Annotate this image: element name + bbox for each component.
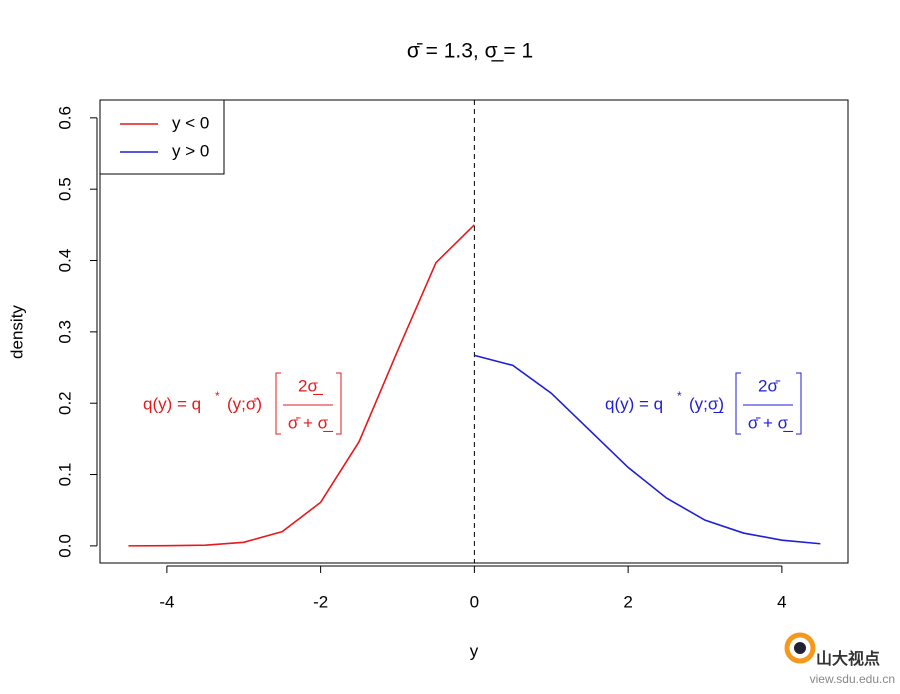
bracket xyxy=(275,372,342,435)
annotation-lhs: q(y) = q xyxy=(605,394,663,413)
bracket xyxy=(735,372,802,435)
watermark-name: 山大视点 xyxy=(816,649,880,668)
annotation-denominator: σ̄ + σ̲ xyxy=(288,413,333,432)
y-axis-label: density xyxy=(7,305,26,359)
annotation-numerator: 2σ̄ xyxy=(758,376,781,395)
x-tick-label: 4 xyxy=(777,592,786,611)
annotation-star: * xyxy=(215,389,220,403)
watermark: 山大视点 view.sdu.edu.cn xyxy=(784,632,895,686)
y-tick-label: 0.6 xyxy=(55,106,74,130)
logo xyxy=(794,642,806,654)
annotation-lhs: q(y) = q xyxy=(143,394,201,413)
x-tick-label: -2 xyxy=(313,592,328,611)
x-tick-label: -4 xyxy=(159,592,174,611)
chart-title: σ̄ = 1.3, σ̲ = 1 xyxy=(407,40,533,63)
y-tick-label: 0.0 xyxy=(55,534,74,558)
x-axis-label: y xyxy=(470,641,479,660)
legend-box xyxy=(99,99,225,175)
logo xyxy=(784,632,816,664)
annotation-star: * xyxy=(677,389,682,403)
x-tick-label: 0 xyxy=(470,592,479,611)
annotation-denominator: σ̄ + σ̲ xyxy=(748,413,793,432)
annotation-left: q(y) = q * (y;σ̄) 2σ̲ σ̄ + σ̲ xyxy=(143,372,342,435)
watermark-url: view.sdu.edu.cn xyxy=(810,672,895,686)
x-tick-label: 2 xyxy=(623,592,632,611)
series-line xyxy=(474,354,821,545)
legend-label: y > 0 xyxy=(172,141,209,160)
annotation-arg: (y;σ̲) xyxy=(689,394,724,413)
annotation-right: q(y) = q * (y;σ̲) 2σ̄ σ̄ + σ̲ xyxy=(605,372,802,435)
y-tick-label: 0.5 xyxy=(55,177,74,201)
y-tick-label: 0.1 xyxy=(55,463,74,487)
series-line xyxy=(128,224,475,547)
annotation-arg: (y;σ̄) xyxy=(227,394,262,413)
y-tick-label: 0.4 xyxy=(55,249,74,273)
annotation-numerator: 2σ̲ xyxy=(298,376,323,395)
y-tick-label: 0.3 xyxy=(55,320,74,344)
legend-label: y < 0 xyxy=(172,113,209,132)
y-tick-label: 0.2 xyxy=(55,391,74,415)
